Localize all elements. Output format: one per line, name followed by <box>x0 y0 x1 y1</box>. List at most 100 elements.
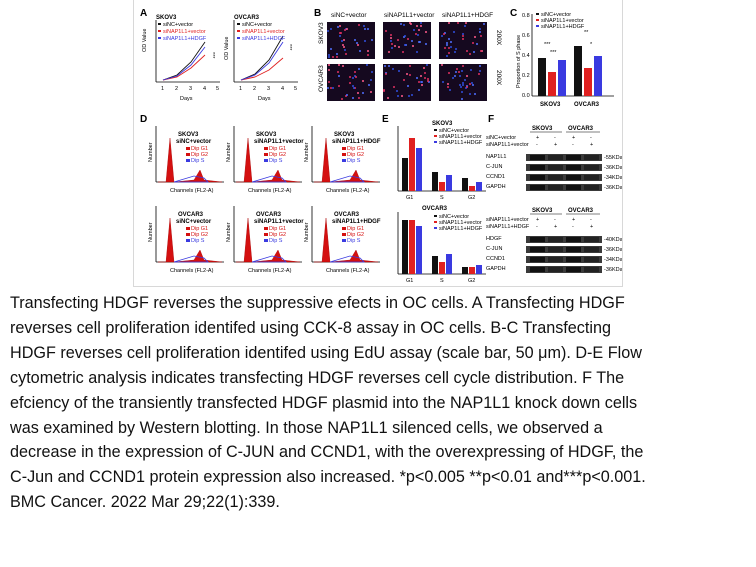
x-axis-label: Days <box>258 96 271 102</box>
caption-line: C-Jun and CCND1 protein expression also … <box>10 468 646 487</box>
cell-nucleus <box>353 87 355 89</box>
cell-nucleus <box>479 70 481 72</box>
legend-label: siNAP1L1+HDGF <box>163 36 207 42</box>
cell-nucleus <box>407 38 409 40</box>
cell-nucleus <box>465 22 467 24</box>
magnification-label: 200X <box>495 70 502 86</box>
cell-nucleus <box>448 47 450 49</box>
cell-nucleus <box>462 82 464 84</box>
legend-label: siNC+vector <box>439 128 469 134</box>
molecular-weight-label: -55KDa <box>604 155 622 161</box>
cell-nucleus <box>339 32 341 34</box>
group-label: siNAP1L1+vector <box>254 139 304 145</box>
group-label: siNAP1L1+HDGF <box>332 219 381 225</box>
cell-nucleus <box>343 46 345 48</box>
cell-nucleus <box>405 44 407 46</box>
cell-nucleus <box>418 29 420 31</box>
cell-nucleus <box>461 91 463 93</box>
sign: + <box>572 217 575 223</box>
column-label: SKOV3 <box>532 208 553 214</box>
cell-nucleus <box>462 33 464 35</box>
cell-nucleus <box>362 92 364 94</box>
cell-nucleus <box>420 75 422 77</box>
cell-nucleus <box>327 87 329 89</box>
cell-nucleus <box>340 32 342 34</box>
cell-nucleus <box>403 24 405 26</box>
cell-nucleus <box>359 50 361 52</box>
cell-nucleus <box>476 43 478 45</box>
significance-mark: *** <box>286 44 292 51</box>
x-tick: 2 <box>253 86 256 92</box>
caption-line: BMC Cancer. 2022 Mar 29;22(1):339. <box>10 493 280 512</box>
cell-nucleus <box>455 48 457 50</box>
row-label: OVCAR3 <box>318 65 325 92</box>
cell-nucleus <box>345 53 347 55</box>
cell-nucleus <box>479 31 481 33</box>
legend-label: Dip G1 <box>269 226 286 232</box>
legend-label: Dip S <box>191 158 205 164</box>
cell-nucleus <box>349 82 351 84</box>
cell-nucleus <box>344 29 346 31</box>
cell-nucleus <box>469 53 471 55</box>
cell-nucleus <box>404 35 406 37</box>
cell-nucleus <box>397 39 399 41</box>
cell-nucleus <box>442 81 444 83</box>
legend-label: siNC+vector <box>541 12 571 18</box>
cell-nucleus <box>385 30 387 32</box>
caption-line: was examined by Western blotting. In tho… <box>10 418 603 437</box>
y-tick: 0.2 <box>522 73 530 79</box>
y-axis-label: Number <box>304 142 310 162</box>
cell-nucleus <box>385 73 387 75</box>
panel-letter-f: F <box>488 114 495 125</box>
legend-label: Dip G1 <box>191 146 208 152</box>
growth-curve-skov3: SKOV3 OD Value Days 1 2 3 4 5 siNC+vecto… <box>142 15 220 102</box>
x-tick: 2 <box>175 86 178 92</box>
legend-label: siNAP1L1+vector <box>439 134 482 140</box>
legend-label: Dip S <box>269 158 283 164</box>
cell-nucleus <box>411 40 413 42</box>
figure-panel: A B C D E F SKOV3 OD Value Days 1 2 3 4 … <box>133 0 624 287</box>
cell-nucleus <box>358 68 360 70</box>
y-tick: 0.8 <box>522 13 530 19</box>
cell-nucleus <box>425 31 427 33</box>
x-tick: 4 <box>281 86 284 92</box>
legend-label: siNAP1L1+HDGF <box>242 36 286 42</box>
cell-nucleus <box>458 71 460 73</box>
legend-label: Dip G2 <box>347 152 364 158</box>
cell-nucleus <box>480 35 482 37</box>
cell-nucleus <box>344 49 346 51</box>
cell-nucleus <box>338 85 340 87</box>
column-label: siNC+vector <box>331 12 367 19</box>
cell-nucleus <box>427 80 429 82</box>
cell-nucleus <box>390 37 392 39</box>
band-label: C-JUN <box>486 164 503 170</box>
y-axis-label: OD Value <box>224 37 230 60</box>
cell-nucleus <box>388 65 390 67</box>
cell-nucleus <box>400 23 402 25</box>
panel-letter-c: C <box>510 8 518 19</box>
band-label: CCND1 <box>486 174 505 180</box>
x-tick: 3 <box>267 86 270 92</box>
y-tick: 0.4 <box>522 53 530 59</box>
legend-label: Dip G1 <box>269 146 286 152</box>
cell-nucleus <box>462 35 464 37</box>
x-axis-label: Channels (FL2-A) <box>248 268 292 274</box>
cell-nucleus <box>371 71 373 73</box>
cell-nucleus <box>355 76 357 78</box>
legend-label: Dip S <box>191 238 205 244</box>
legend-label: Dip G1 <box>191 226 208 232</box>
panel-a-growth-curves: SKOV3 OD Value Days 1 2 3 4 5 siNC+vecto… <box>142 15 298 102</box>
cell-nucleus <box>364 28 366 30</box>
cell-nucleus <box>364 40 366 42</box>
x-axis-label: Channels (FL2-A) <box>170 268 214 274</box>
cell-nucleus <box>469 93 471 95</box>
legend-label: siNAP1L1+vector <box>439 220 482 226</box>
molecular-weight-label: -36KDa <box>604 185 622 191</box>
cell-nucleus <box>330 87 332 89</box>
cell-nucleus <box>330 28 332 30</box>
cell-cycle-chart-skov3: SKOV3 G1 S G2 siNC+vector siNAP1L1+vecto… <box>397 121 486 201</box>
cell-nucleus <box>415 33 417 35</box>
cell-nucleus <box>456 68 458 70</box>
micrograph <box>439 22 487 59</box>
cell-nucleus <box>342 44 344 46</box>
